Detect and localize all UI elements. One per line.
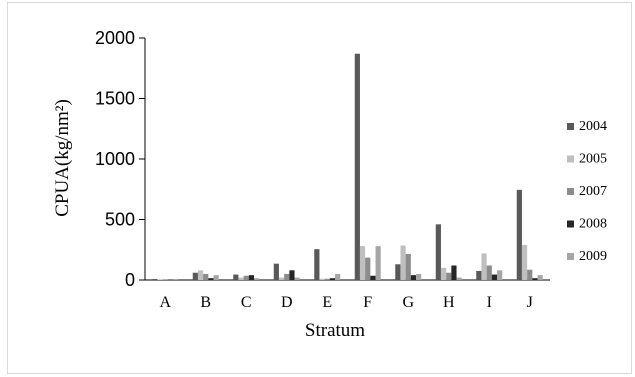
- bar-2009-F: [375, 246, 381, 280]
- x-tick-label: G: [402, 294, 414, 311]
- bar-2004-E: [314, 249, 320, 280]
- x-tick-label: A: [159, 294, 171, 311]
- x-tick-label: I: [487, 294, 492, 311]
- bar-2008-E: [329, 278, 336, 280]
- bar-2007-B: [203, 273, 209, 280]
- x-tick-label: E: [322, 294, 332, 311]
- bar-2004-J: [516, 189, 522, 280]
- bar-2005-J: [521, 244, 528, 280]
- x-tick-label: H: [443, 294, 455, 311]
- x-tick-label: J: [527, 294, 533, 311]
- bar-2009-G: [416, 273, 422, 280]
- legend-swatch-2007: [567, 188, 574, 195]
- bar-2007-I: [486, 265, 492, 280]
- bar-2004-A: [152, 279, 158, 280]
- bar-2008-F: [370, 275, 376, 280]
- bar-2007-C: [243, 275, 249, 280]
- bar-2009-I: [497, 270, 503, 280]
- bar-2007-H: [446, 272, 452, 280]
- bar-chart: 0 500 1000 1500 2000 A B C D E F G H I J Stratum CPUA…: [52, 28, 607, 341]
- bar-2004-F: [354, 53, 360, 281]
- bar-2005-H: [440, 267, 447, 280]
- x-tick-label: B: [200, 294, 211, 311]
- bar-2005-D: [278, 277, 285, 280]
- bar-2004-H: [435, 224, 441, 280]
- y-axis-title: CPUA(kg/nm²): [52, 99, 73, 217]
- legend-label-2009: 2009: [579, 249, 607, 264]
- bar-2008-B: [208, 278, 214, 280]
- bar-2005-G: [400, 245, 406, 280]
- legend-swatch-2004: [567, 123, 574, 130]
- y-tick-label: 1500: [95, 89, 135, 109]
- legend-swatch-2005: [567, 155, 574, 163]
- bar-2009-J: [537, 275, 543, 280]
- bar-2004-B: [192, 272, 198, 280]
- y-axis: 0 500 1000 1500 2000: [95, 28, 146, 290]
- bar-2005-E: [319, 278, 325, 280]
- bar-2004-C: [233, 274, 239, 280]
- bar-2008-J: [532, 278, 538, 280]
- bar-2008-H: [451, 265, 457, 280]
- bar-2009-D: [294, 277, 300, 280]
- bar-2004-G: [395, 264, 401, 280]
- bar-2008-C: [248, 275, 255, 280]
- y-tick-label: 500: [105, 210, 135, 230]
- legend-label-2004: 2004: [579, 119, 607, 134]
- bar-2007-E: [324, 278, 330, 280]
- bar-2005-I: [481, 253, 487, 280]
- legend: 2004 2005 2007 2008 2009: [567, 119, 607, 264]
- bars: [152, 53, 543, 281]
- x-tick-label: C: [241, 294, 252, 311]
- legend-label-2008: 2008: [579, 217, 607, 232]
- bar-2004-D: [273, 263, 279, 280]
- x-axis-title: Stratum: [305, 320, 365, 341]
- bar-2005-A: [157, 279, 163, 280]
- bar-2007-D: [284, 273, 290, 280]
- bar-2004-I: [476, 270, 482, 280]
- bar-2005-C: [238, 277, 244, 280]
- bar-2007-G: [405, 253, 411, 280]
- bar-2007-J: [527, 269, 533, 280]
- legend-label-2005: 2005: [579, 152, 607, 167]
- bar-2009-H: [456, 277, 462, 280]
- bar-2007-F: [365, 257, 371, 280]
- y-tick-label: 0: [125, 270, 135, 290]
- bar-2008-G: [410, 275, 417, 280]
- bar-2009-E: [335, 273, 341, 280]
- y-tick-label: 2000: [95, 28, 135, 48]
- bar-2008-I: [491, 274, 498, 280]
- bar-2008-D: [289, 270, 295, 280]
- legend-label-2007: 2007: [579, 184, 607, 199]
- y-tick-label: 1000: [95, 149, 135, 169]
- x-tick-label: F: [363, 294, 372, 311]
- bar-2009-C: [254, 278, 260, 280]
- x-tick-label: D: [281, 294, 293, 311]
- legend-swatch-2009: [567, 253, 574, 260]
- bar-2009-B: [213, 275, 219, 280]
- bar-2005-F: [359, 246, 366, 280]
- bar-2005-B: [197, 270, 204, 280]
- x-axis: A B C D E F G H I J: [145, 279, 550, 311]
- legend-swatch-2008: [567, 220, 574, 228]
- chart-frame: 0 500 1000 1500 2000 A B C D E F G H I J Stratum CPUA…: [7, 2, 632, 374]
